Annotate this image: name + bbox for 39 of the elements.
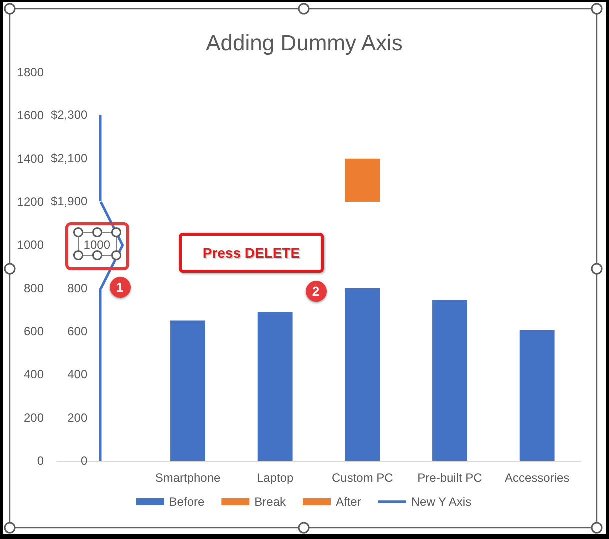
y-tick-label: 1600 bbox=[17, 108, 44, 123]
y-tick-label: 600 bbox=[24, 324, 44, 338]
y2-tick-label: 200 bbox=[68, 410, 88, 425]
y-tick-label: 400 bbox=[24, 368, 44, 382]
legend-label: After bbox=[336, 495, 362, 509]
x-tick-label: Accessories bbox=[504, 471, 570, 485]
y-tick-label: 200 bbox=[24, 410, 44, 425]
bar bbox=[170, 320, 206, 461]
x-tick-label: Laptop bbox=[256, 471, 294, 485]
y-tick-label: 0 bbox=[37, 454, 44, 468]
x-tick-label: Custom PC bbox=[332, 471, 394, 485]
callout-box: Press DELETE bbox=[179, 233, 324, 273]
bar bbox=[432, 300, 468, 461]
y3-tick-label: $2,300 bbox=[50, 108, 88, 122]
x-tick-label: Smartphone bbox=[155, 471, 222, 485]
y2-tick-label: 600 bbox=[68, 324, 88, 338]
y-tick-label: 1800 bbox=[17, 66, 44, 80]
legend-label: New Y Axis bbox=[411, 495, 472, 509]
annotation: 2 bbox=[312, 284, 320, 298]
annotation: 1000 bbox=[82, 237, 110, 254]
y2-tick-label: 0 bbox=[80, 454, 88, 468]
x-tick-label: Pre-built PC bbox=[418, 471, 483, 485]
legend-label: Break bbox=[254, 495, 288, 509]
chart-title: Adding Dummy Axis bbox=[206, 30, 403, 56]
bar bbox=[258, 312, 293, 461]
y3-tick-label: $1,900 bbox=[50, 194, 88, 209]
y2-tick-label: 800 bbox=[68, 281, 88, 296]
annotation: Press DELETE bbox=[202, 245, 300, 261]
y-tick-label: 1200 bbox=[17, 195, 44, 209]
legend-label: Before bbox=[169, 495, 205, 509]
y3-tick-label: $2,100 bbox=[50, 151, 88, 166]
bar bbox=[345, 158, 380, 202]
bar bbox=[345, 288, 380, 461]
y-tick-label: 800 bbox=[24, 281, 44, 296]
y-tick-label: 1400 bbox=[17, 152, 44, 166]
y2-tick-label: 400 bbox=[68, 368, 88, 382]
y-tick-label: 1000 bbox=[17, 238, 44, 252]
annotation: 1 bbox=[116, 280, 124, 294]
bar bbox=[520, 330, 555, 461]
